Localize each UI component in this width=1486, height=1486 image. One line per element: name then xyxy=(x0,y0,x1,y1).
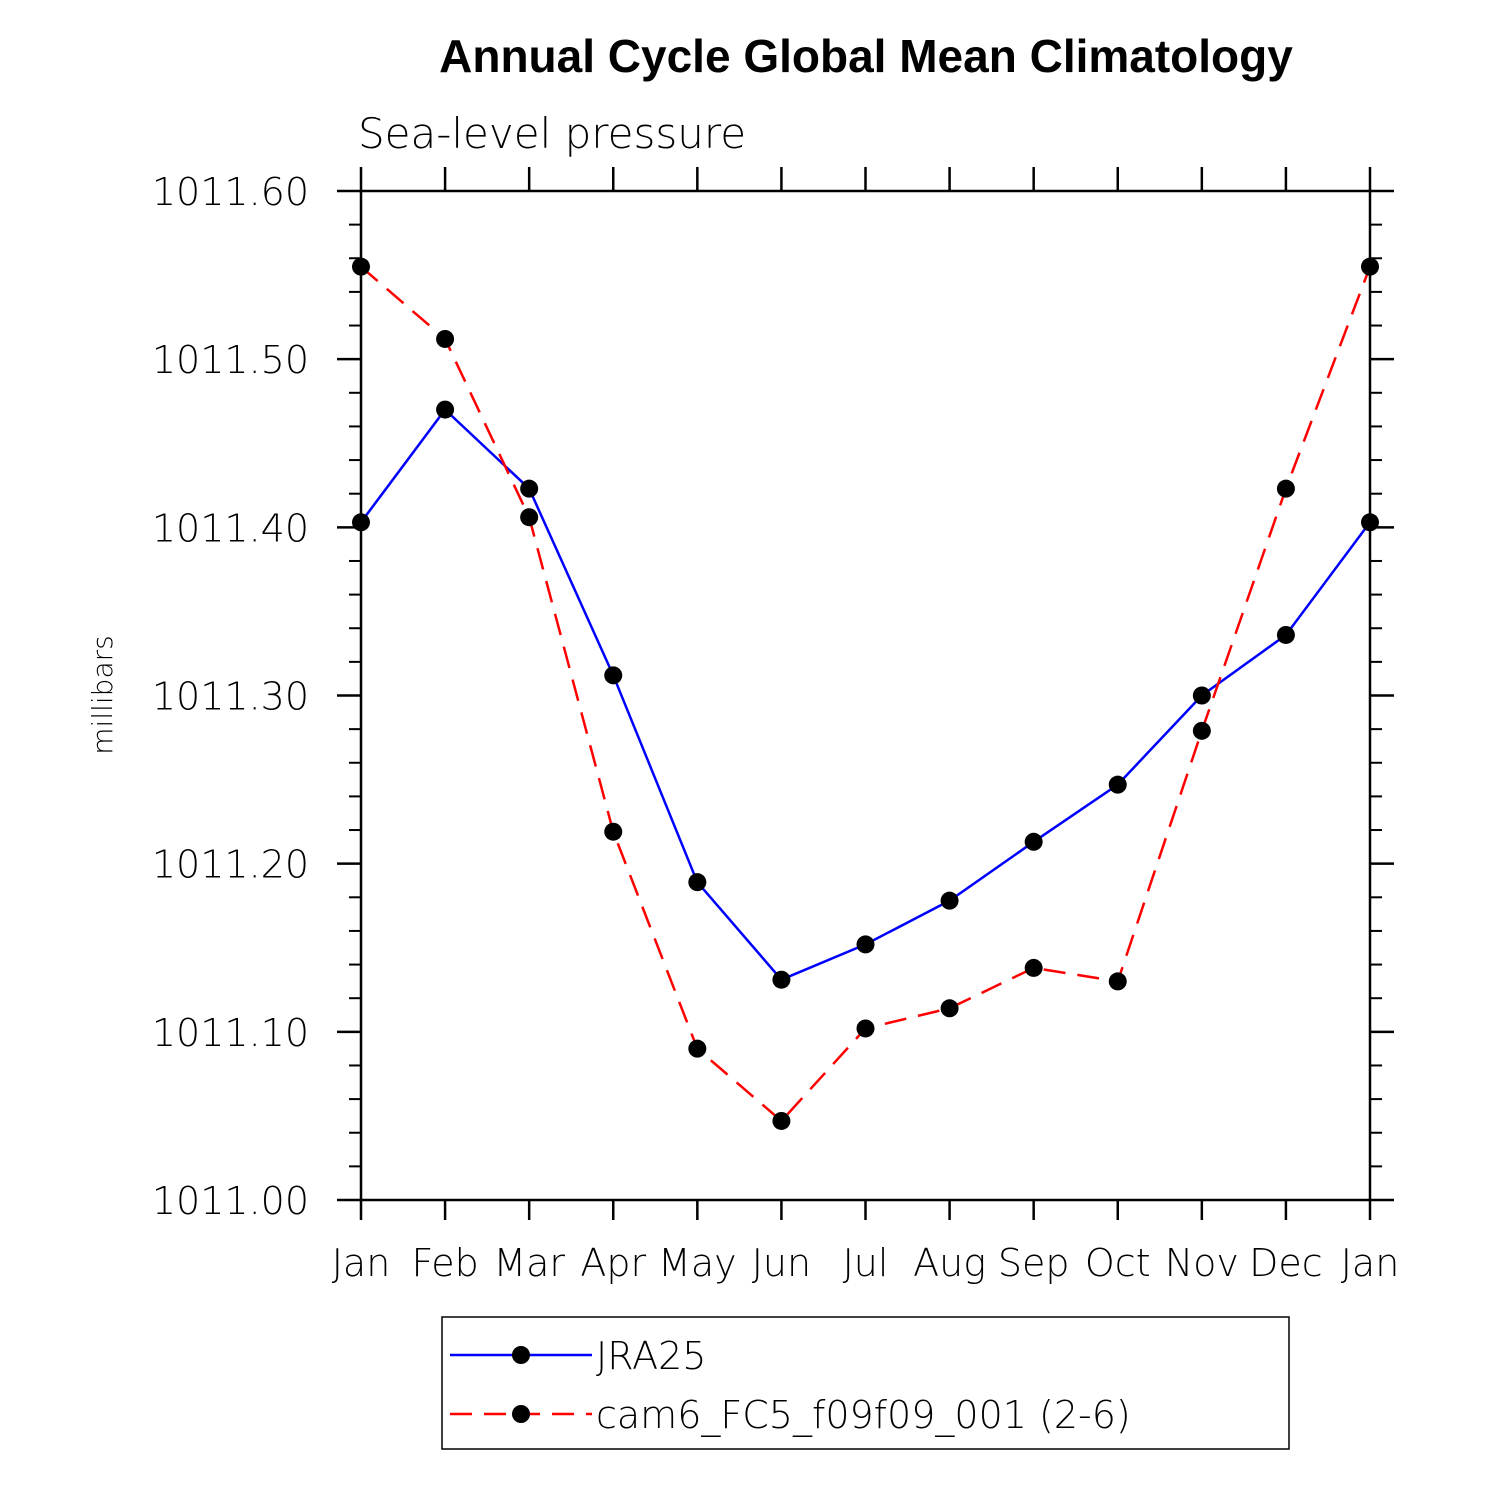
x-tick-label: Jan xyxy=(1341,1241,1400,1285)
x-tick-label: Nov xyxy=(1165,1241,1239,1285)
data-point xyxy=(436,400,455,419)
data-point xyxy=(1108,775,1127,794)
data-point xyxy=(1276,625,1295,644)
data-point xyxy=(352,513,370,532)
series-line xyxy=(360,265,1372,1123)
legend-label: JRA25 xyxy=(596,1334,706,1378)
data-point xyxy=(1361,257,1379,276)
data-point xyxy=(772,970,791,989)
y-axis-label: millibars xyxy=(86,635,119,754)
data-point xyxy=(688,873,707,892)
x-tick-label: Feb xyxy=(411,1241,478,1285)
data-point xyxy=(940,891,959,910)
series-layer xyxy=(352,257,1379,1130)
x-tick-label: Oct xyxy=(1085,1241,1151,1285)
x-tick-label: Mar xyxy=(493,1241,565,1285)
x-tick-label: May xyxy=(658,1241,737,1285)
data-point xyxy=(856,935,875,954)
x-tick-label: Jun xyxy=(752,1241,811,1285)
data-point xyxy=(772,1111,791,1130)
y-tick-label: 1011.60 xyxy=(152,170,309,214)
series-jra25 xyxy=(352,400,1379,989)
y-tick-label: 1011.50 xyxy=(152,338,309,382)
data-point xyxy=(1024,958,1043,977)
legend-label: cam6_FC5_f09f09_001 (2-6) xyxy=(596,1393,1131,1438)
y-tick-label: 1011.20 xyxy=(152,843,309,887)
legend-marker xyxy=(512,1346,530,1364)
data-point xyxy=(520,508,539,527)
data-point xyxy=(856,1019,875,1038)
legend-marker xyxy=(512,1405,530,1423)
axis-ticks xyxy=(337,167,1394,1220)
plot-frame xyxy=(359,189,1372,1202)
x-tick-label: Dec xyxy=(1249,1241,1323,1285)
data-point xyxy=(1276,479,1295,498)
data-point xyxy=(1192,686,1211,705)
data-point xyxy=(1024,832,1043,851)
series-line xyxy=(359,407,1372,982)
data-point xyxy=(436,329,455,348)
data-point xyxy=(1361,513,1379,532)
chart-subtitle: Sea-level pressure xyxy=(358,109,746,158)
x-tick-label: Aug xyxy=(913,1241,986,1285)
data-point xyxy=(520,479,539,498)
data-point xyxy=(688,1039,707,1058)
data-point xyxy=(940,999,959,1018)
data-point xyxy=(604,822,623,841)
y-tick-label: 1011.00 xyxy=(152,1179,309,1223)
legend: JRA25 cam6_FC5_f09f09_001 (2-6) xyxy=(441,1316,1290,1450)
tick-labels: Jan Feb Mar Apr May Jun Jul Aug Sep Oct Nov Dec Jan 1… xyxy=(152,170,1399,1285)
legend-box xyxy=(441,1316,1290,1450)
data-point xyxy=(1192,721,1211,740)
x-tick-label: Sep xyxy=(998,1241,1070,1285)
x-tick-label: Jan xyxy=(332,1241,391,1285)
data-point xyxy=(604,666,623,685)
y-tick-label: 1011.30 xyxy=(152,675,309,719)
data-point xyxy=(1108,972,1127,991)
series-cam6-fc5-f09f09-001-2-6 xyxy=(352,257,1379,1130)
x-tick-label: Apr xyxy=(580,1241,646,1285)
y-tick-label: 1011.10 xyxy=(152,1011,309,1055)
x-tick-label: Jul xyxy=(843,1241,889,1285)
data-point xyxy=(352,257,370,276)
chart-title: Annual Cycle Global Mean Climatology xyxy=(439,30,1293,82)
y-tick-label: 1011.40 xyxy=(152,506,309,550)
